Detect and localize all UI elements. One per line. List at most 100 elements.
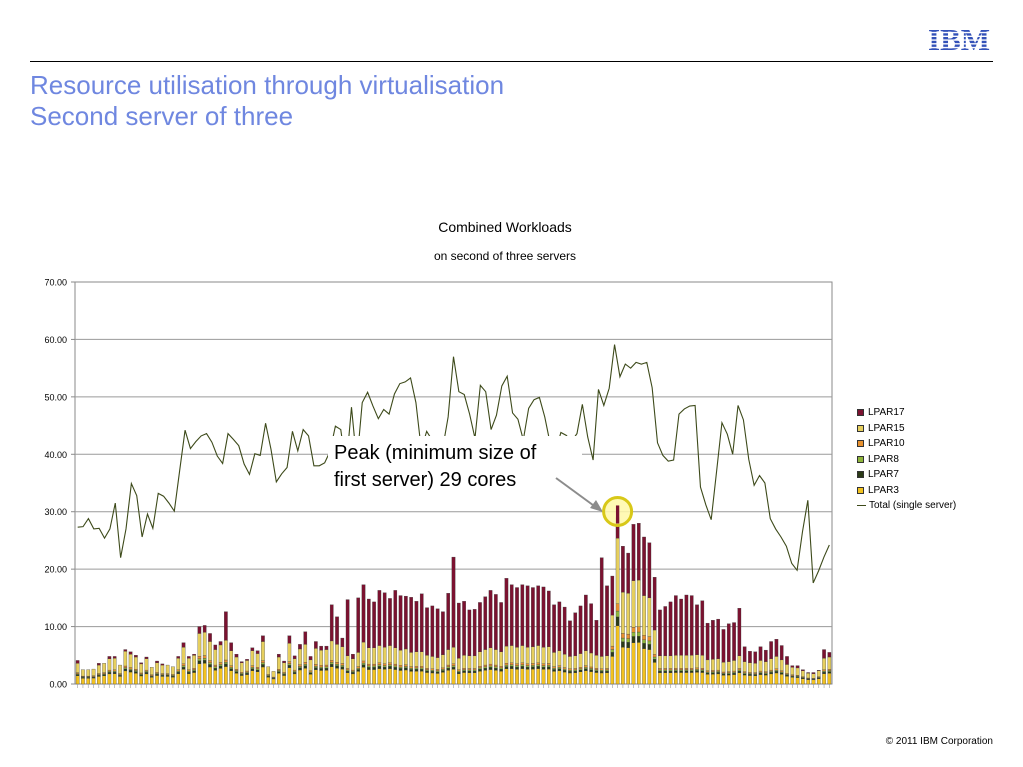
bar-segment-lpar3 xyxy=(647,649,652,685)
bar-segment-lpar3 xyxy=(128,671,133,685)
bar-segment-lpar15 xyxy=(171,666,175,675)
bar-segment-lpar17 xyxy=(515,587,519,648)
bar-segment-lpar8 xyxy=(292,671,297,673)
bar-segment-lpar3 xyxy=(742,674,747,685)
bar-segment-lpar7 xyxy=(224,663,228,667)
bar-segment-lpar17 xyxy=(700,600,705,656)
bar-segment-lpar17 xyxy=(451,556,456,648)
bar-segment-lpar8 xyxy=(536,664,540,667)
bar-segment-lpar17 xyxy=(361,584,366,643)
bar-segment-lpar7 xyxy=(541,666,546,670)
bar-segment-lpar3 xyxy=(224,666,228,685)
bar-segment-lpar17 xyxy=(287,635,292,644)
legend-label: LPAR15 xyxy=(868,422,905,434)
bar-segment-lpar3 xyxy=(218,668,223,685)
bar-segment-lpar15 xyxy=(456,658,461,670)
bar-segment-lpar3 xyxy=(134,673,138,685)
copyright-footer: © 2011 IBM Corporation xyxy=(885,736,993,747)
bar-segment-lpar15 xyxy=(779,659,784,671)
bar-segment-lpar10 xyxy=(599,668,604,671)
bar-segment-lpar7 xyxy=(176,671,181,674)
bar-segment-lpar7 xyxy=(726,673,731,676)
bar-segment-lpar15 xyxy=(462,655,466,669)
bar-segment-lpar7 xyxy=(520,666,525,669)
bar-segment-lpar10 xyxy=(594,668,599,670)
bar-segment-lpar3 xyxy=(605,672,609,685)
bar-segment-lpar15 xyxy=(668,655,673,669)
bar-segment-lpar3 xyxy=(335,668,339,685)
bar-segment-lpar10 xyxy=(504,663,509,666)
bar-segment-lpar17 xyxy=(139,662,143,665)
bar-segment-lpar7 xyxy=(345,670,350,673)
bar-segment-lpar10 xyxy=(520,662,525,665)
bar-segment-lpar17 xyxy=(202,625,207,633)
bar-segment-lpar7 xyxy=(451,666,456,670)
bar-segment-lpar3 xyxy=(419,670,424,685)
bar-segment-lpar8 xyxy=(827,670,832,672)
bar-segment-lpar15 xyxy=(298,648,302,665)
bar-segment-lpar7 xyxy=(128,670,133,673)
bar-segment-lpar17 xyxy=(314,641,318,649)
bar-segment-lpar10 xyxy=(568,668,572,671)
legend-swatch xyxy=(857,455,864,463)
legend-swatch xyxy=(857,440,864,448)
bar-segment-lpar8 xyxy=(494,666,498,669)
bar-segment-lpar10 xyxy=(202,655,207,659)
bar-segment-lpar7 xyxy=(573,670,578,673)
bar-segment-lpar3 xyxy=(753,675,758,685)
bar-segment-lpar8 xyxy=(372,665,376,668)
bar-segment-lpar15 xyxy=(197,633,202,657)
bar-segment-lpar7 xyxy=(134,671,138,674)
bar-segment-lpar3 xyxy=(277,673,281,685)
bar-segment-lpar3 xyxy=(689,672,694,685)
bar-segment-lpar3 xyxy=(187,673,191,685)
bar-segment-lpar8 xyxy=(700,669,705,671)
bar-segment-lpar3 xyxy=(456,673,461,685)
bar-segment-lpar17 xyxy=(335,616,339,645)
bar-segment-lpar10 xyxy=(652,654,657,658)
bar-segment-lpar7 xyxy=(552,669,556,672)
bar-segment-lpar10 xyxy=(642,635,646,640)
bar-segment-lpar15 xyxy=(721,662,726,673)
bar-segment-lpar10 xyxy=(547,663,551,666)
bar-segment-lpar3 xyxy=(261,666,265,685)
bar-segment-lpar10 xyxy=(605,668,609,671)
bar-segment-lpar15 xyxy=(187,658,191,670)
bar-segment-lpar8 xyxy=(547,665,551,667)
bar-segment-lpar8 xyxy=(192,669,196,671)
bar-segment-lpar15 xyxy=(282,662,286,673)
bar-segment-lpar3 xyxy=(531,668,535,685)
bar-segment-lpar17 xyxy=(769,641,773,659)
bar-segment-lpar8 xyxy=(663,669,668,672)
bar-segment-lpar3 xyxy=(377,668,382,685)
bar-segment-lpar15 xyxy=(213,649,218,666)
bar-segment-lpar3 xyxy=(668,672,673,685)
bar-segment-lpar3 xyxy=(562,671,567,685)
legend-item: LPAR15 xyxy=(857,421,956,437)
bar-segment-lpar10 xyxy=(388,662,392,665)
bar-segment-lpar15 xyxy=(345,655,350,669)
bar-segment-lpar3 xyxy=(319,670,323,685)
bar-segment-lpar10 xyxy=(684,668,689,670)
bar-segment-lpar3 xyxy=(721,675,726,685)
bar-segment-lpar17 xyxy=(388,598,392,646)
bar-segment-lpar8 xyxy=(430,670,435,672)
bar-segment-lpar7 xyxy=(568,671,572,674)
bar-segment-lpar15 xyxy=(308,659,313,671)
bar-segment-lpar15 xyxy=(547,646,551,664)
total-single-server-line xyxy=(77,344,830,584)
bar-segment-lpar3 xyxy=(801,678,805,685)
bar-segment-lpar15 xyxy=(467,655,472,669)
bar-segment-lpar15 xyxy=(81,669,85,677)
bar-segment-lpar3 xyxy=(388,668,392,685)
bar-segment-lpar15 xyxy=(102,663,106,673)
chart-legend: LPAR17 LPAR15 LPAR10 LPAR8 LPAR7 LPAR3 Total (… xyxy=(857,405,956,514)
bar-segment-lpar8 xyxy=(176,670,181,673)
bar-segment-lpar15 xyxy=(75,663,80,673)
bar-segment-lpar17 xyxy=(234,653,239,658)
bar-segment-lpar7 xyxy=(589,669,593,672)
bar-segment-lpar17 xyxy=(292,655,297,659)
bar-segment-lpar8 xyxy=(123,667,128,670)
bar-segment-lpar17 xyxy=(674,595,678,656)
bar-segment-lpar10 xyxy=(515,663,519,666)
